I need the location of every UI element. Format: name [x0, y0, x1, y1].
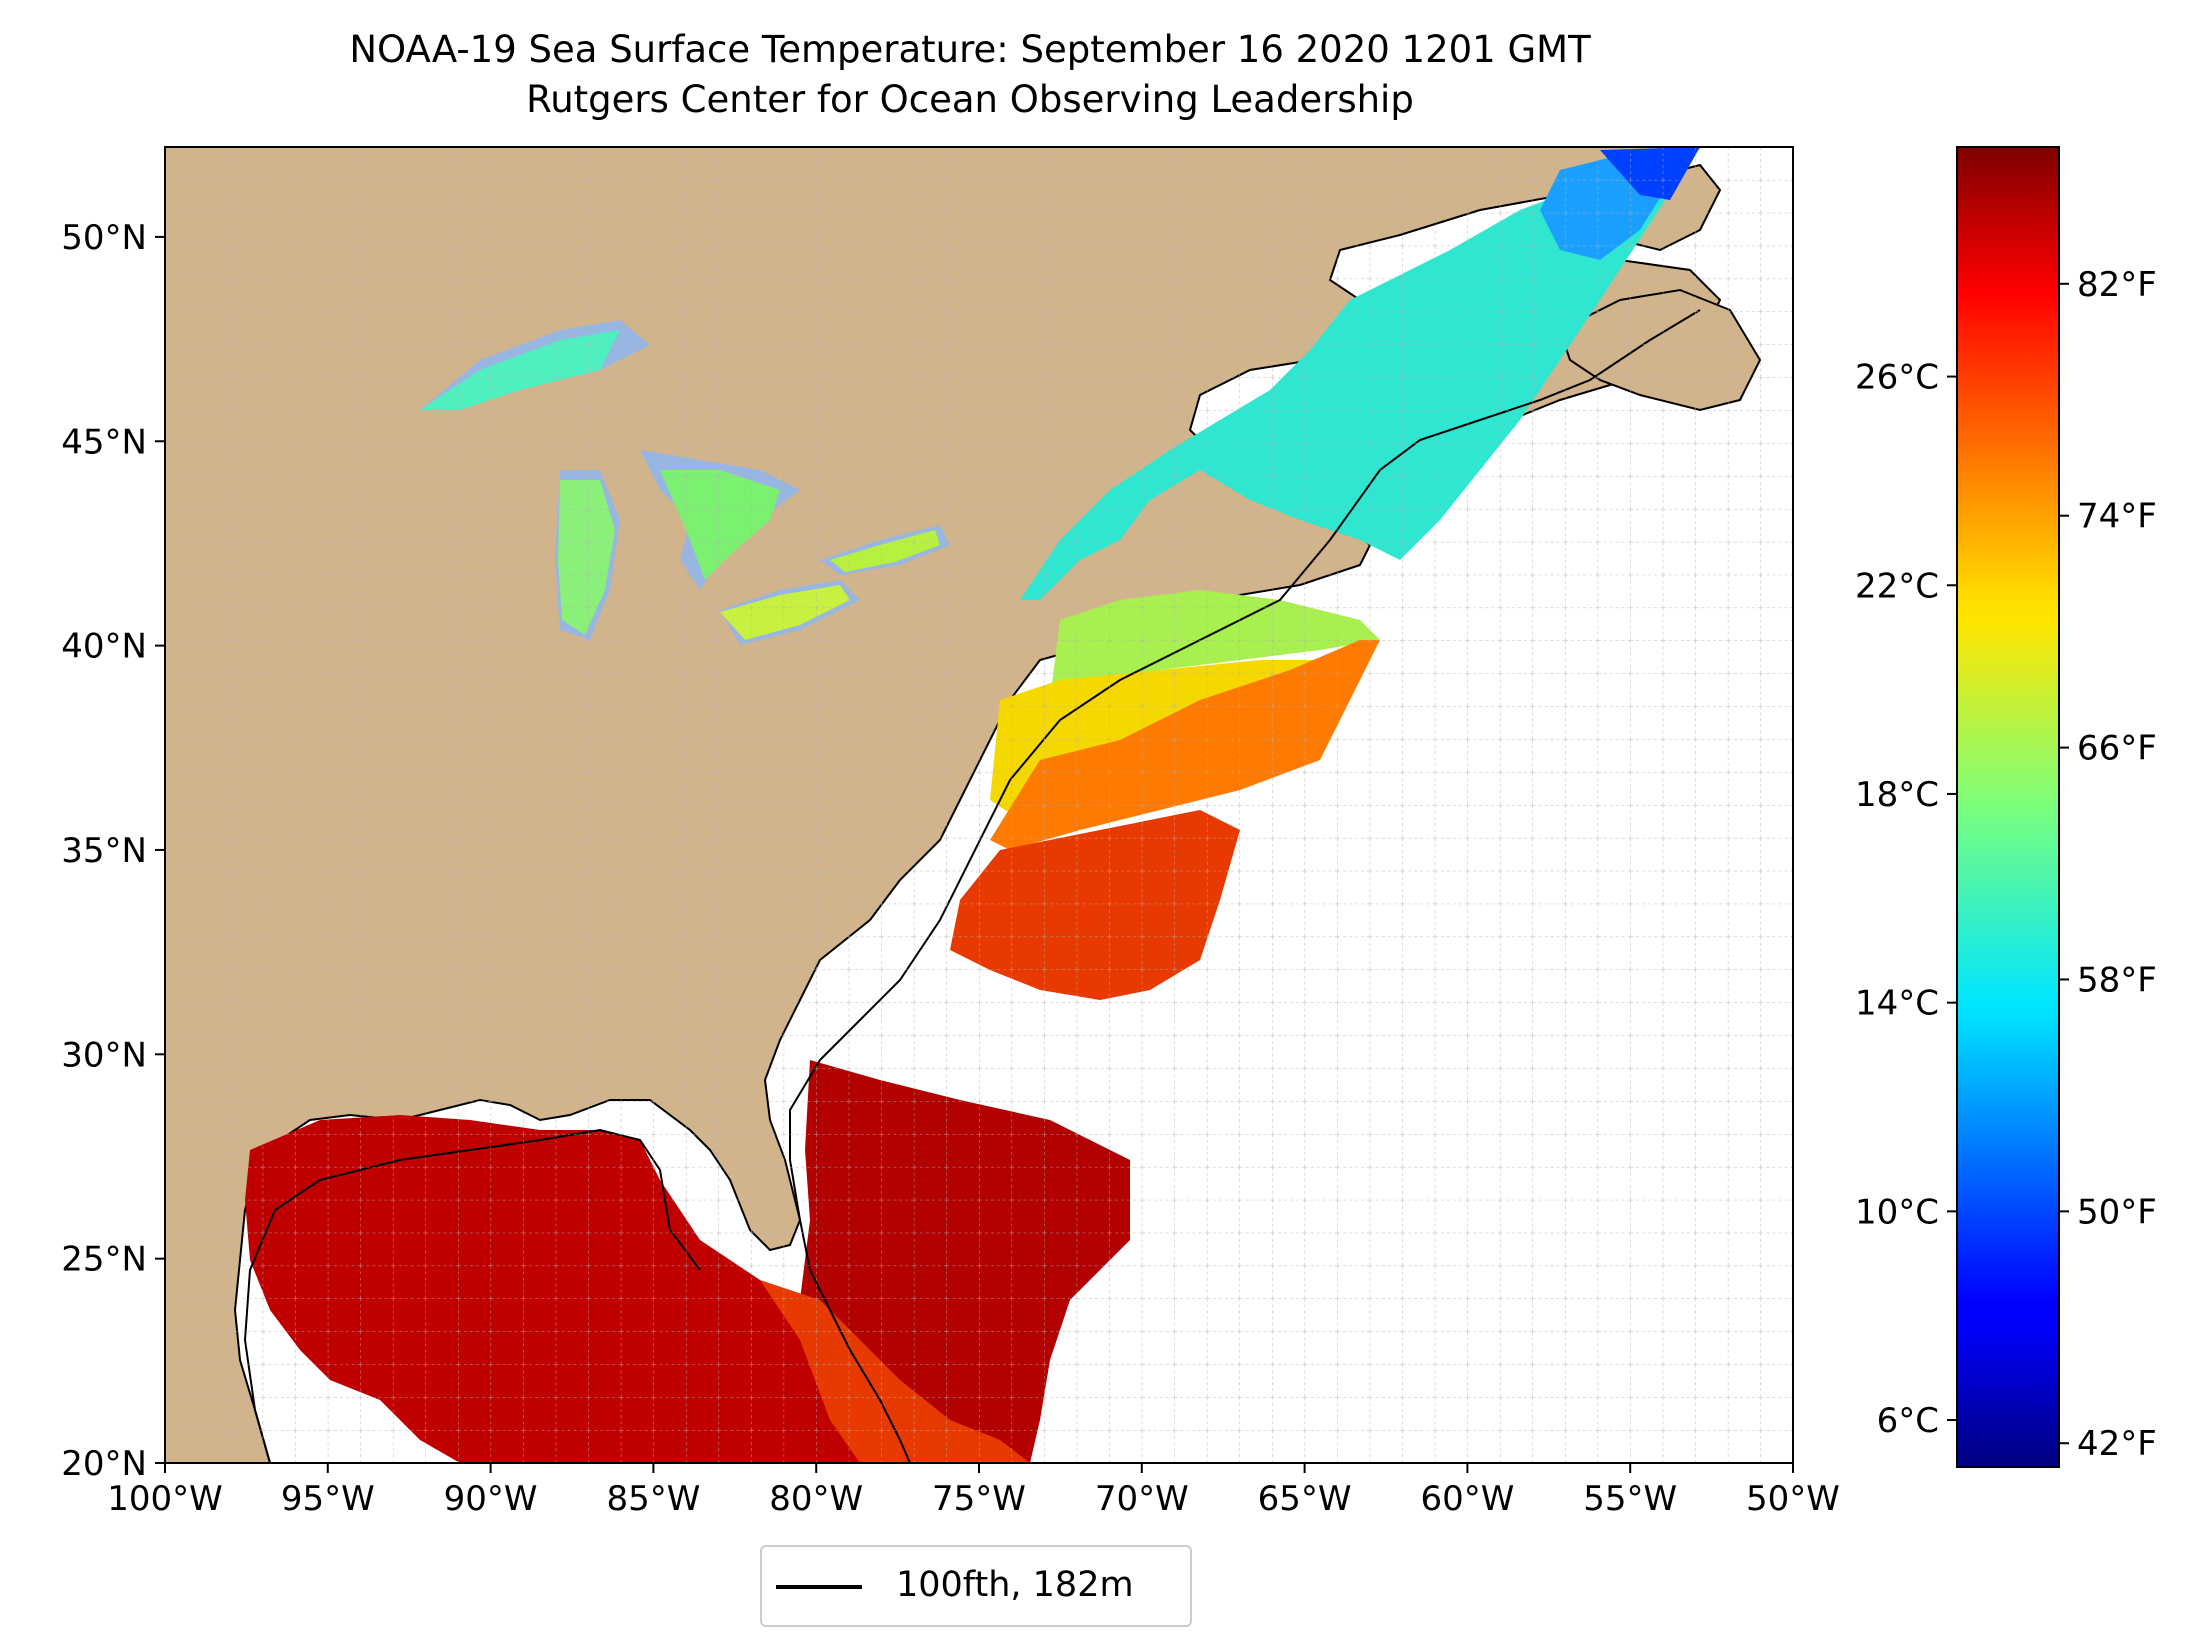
lat-tick-label: 45°N [61, 422, 147, 462]
celsius-tick-label: 10°C [1855, 1192, 1939, 1232]
lat-tick-label: 20°N [61, 1444, 147, 1484]
celsius-tick-label: 6°C [1877, 1401, 1939, 1441]
lon-tick-label: 65°W [1258, 1479, 1352, 1519]
lat-tick-label: 35°N [61, 831, 147, 871]
colorbar-fahrenheit-axis: 42°F 50°F 58°F 66°F 74°F 82°F [2059, 265, 2157, 1464]
legend-line-swatch [776, 1585, 862, 1589]
fahrenheit-tick-label: 58°F [2077, 960, 2157, 1000]
lon-tick-label: 90°W [444, 1479, 538, 1519]
legend: 100fth, 182m [760, 1545, 1192, 1627]
lon-tick-label: 55°W [1583, 1479, 1677, 1519]
colorbar [1956, 146, 2060, 1468]
celsius-tick-label: 18°C [1855, 775, 1939, 815]
legend-label: 100fth, 182m [896, 1565, 1134, 1605]
map-panel [165, 147, 1793, 1463]
fahrenheit-tick-label: 42°F [2077, 1424, 2157, 1464]
celsius-tick-label: 22°C [1855, 566, 1939, 606]
fahrenheit-tick-label: 50°F [2077, 1192, 2157, 1232]
colorbar-celsius-axis: 6°C 10°C 14°C 18°C 22°C 26°C [1855, 358, 1957, 1441]
lat-tick-label: 40°N [61, 627, 147, 667]
lon-tick-label: 80°W [769, 1479, 863, 1519]
lon-tick-label: 100°W [107, 1479, 223, 1519]
map-subtitle: Rutgers Center for Ocean Observing Leade… [526, 78, 1414, 121]
fahrenheit-tick-label: 66°F [2077, 729, 2157, 769]
longitude-axis: 100°W 95°W 90°W 85°W 80°W 75°W 70°W 65°W 60°W 55°… [107, 1463, 1840, 1519]
latitude-axis: 20°N 25°N 30°N 35°N 40°N 45°N 50°N [61, 218, 165, 1484]
lon-tick-label: 95°W [281, 1479, 375, 1519]
lon-tick-label: 85°W [606, 1479, 700, 1519]
fahrenheit-tick-label: 82°F [2077, 265, 2157, 305]
lat-tick-label: 50°N [61, 218, 147, 258]
lat-tick-label: 30°N [61, 1035, 147, 1075]
map-title: NOAA-19 Sea Surface Temperature: Septemb… [349, 28, 1591, 71]
lon-tick-label: 60°W [1420, 1479, 1514, 1519]
lon-tick-label: 75°W [932, 1479, 1026, 1519]
lon-tick-label: 70°W [1095, 1479, 1189, 1519]
lon-tick-label: 50°W [1746, 1479, 1840, 1519]
celsius-tick-label: 26°C [1855, 358, 1939, 398]
celsius-tick-label: 14°C [1855, 984, 1939, 1024]
fahrenheit-tick-label: 74°F [2077, 497, 2157, 537]
lat-tick-label: 25°N [61, 1240, 147, 1280]
